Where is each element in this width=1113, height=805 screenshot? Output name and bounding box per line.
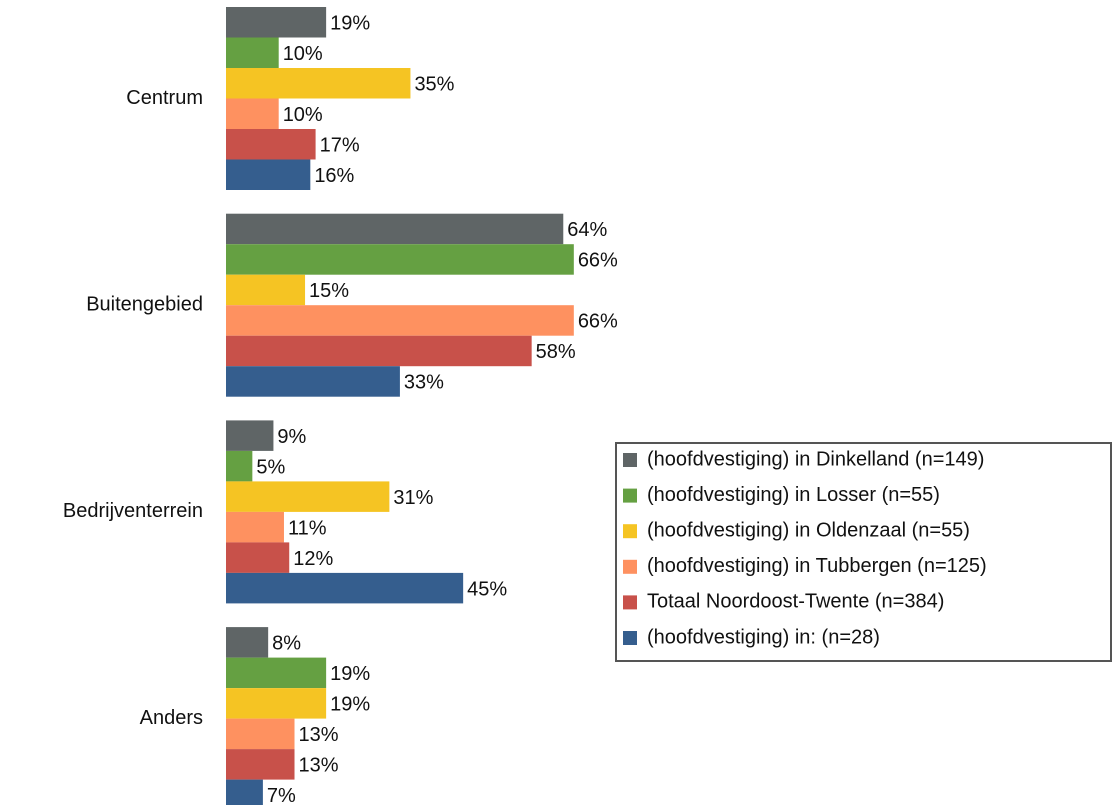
value-label: 10% (283, 43, 323, 65)
value-label: 64% (567, 219, 607, 241)
value-label: 5% (256, 456, 285, 478)
value-label: 33% (404, 372, 444, 394)
bar (226, 98, 279, 129)
legend-swatch (623, 595, 637, 610)
bar (226, 688, 327, 719)
bar (226, 213, 564, 245)
value-label: 16% (314, 165, 354, 187)
value-label: 19% (330, 694, 370, 716)
bar (226, 657, 327, 689)
bar (226, 305, 574, 336)
category-label: Bedrijventerrein (63, 500, 203, 522)
bar (226, 450, 253, 482)
bar (226, 7, 327, 38)
bar (226, 129, 316, 160)
bar (226, 627, 269, 658)
legend-box (615, 442, 1112, 662)
bar (226, 420, 274, 451)
value-label: 45% (467, 578, 507, 600)
legend-label: (hoofdvestiging) in Tubbergen (n=125) (647, 555, 987, 577)
value-label: 9% (277, 426, 306, 448)
bar (226, 68, 411, 99)
bar (226, 366, 400, 397)
legend-swatch (623, 524, 637, 539)
legend-label: (hoofdvestiging) in Dinkelland (n=149) (647, 448, 984, 470)
value-label: 35% (414, 74, 454, 96)
category-label: Buitengebied (86, 293, 203, 315)
value-label: 11% (288, 517, 327, 539)
bar (226, 749, 295, 780)
legend-swatch (623, 631, 637, 645)
bar (226, 335, 532, 367)
legend-swatch (623, 453, 637, 467)
value-label: 66% (578, 311, 618, 333)
bar (226, 542, 290, 573)
bar (226, 779, 263, 805)
value-label: 19% (330, 13, 370, 35)
legend-label: Totaal Noordoost-Twente (n=384) (647, 591, 944, 613)
value-label: 7% (267, 785, 296, 805)
value-label: 17% (320, 135, 360, 157)
value-label: 31% (393, 487, 433, 509)
legend-swatch (623, 488, 637, 503)
value-label: 15% (309, 280, 349, 302)
bar (226, 244, 574, 275)
bar (226, 37, 279, 68)
legend-label: (hoofdvestiging) in Losser (n=55) (647, 484, 940, 506)
bar (226, 274, 306, 306)
value-label: 19% (330, 663, 370, 685)
bar (226, 511, 284, 543)
value-label: 58% (536, 341, 576, 363)
bar (226, 159, 311, 190)
value-label: 66% (578, 250, 618, 272)
category-label: Anders (140, 707, 203, 729)
value-label: 12% (293, 548, 333, 570)
value-label: 13% (299, 724, 339, 746)
legend-label: (hoofdvestiging) in: (n=28) (647, 626, 880, 648)
legend-label: (hoofdvestiging) in Oldenzaal (n=55) (647, 519, 970, 541)
bar (226, 481, 390, 512)
category-label: Centrum (126, 87, 203, 109)
bar (226, 572, 464, 604)
bar (226, 718, 295, 750)
legend-swatch (623, 559, 637, 574)
value-label: 8% (272, 633, 301, 655)
value-label: 13% (299, 755, 339, 777)
value-label: 10% (283, 104, 323, 126)
